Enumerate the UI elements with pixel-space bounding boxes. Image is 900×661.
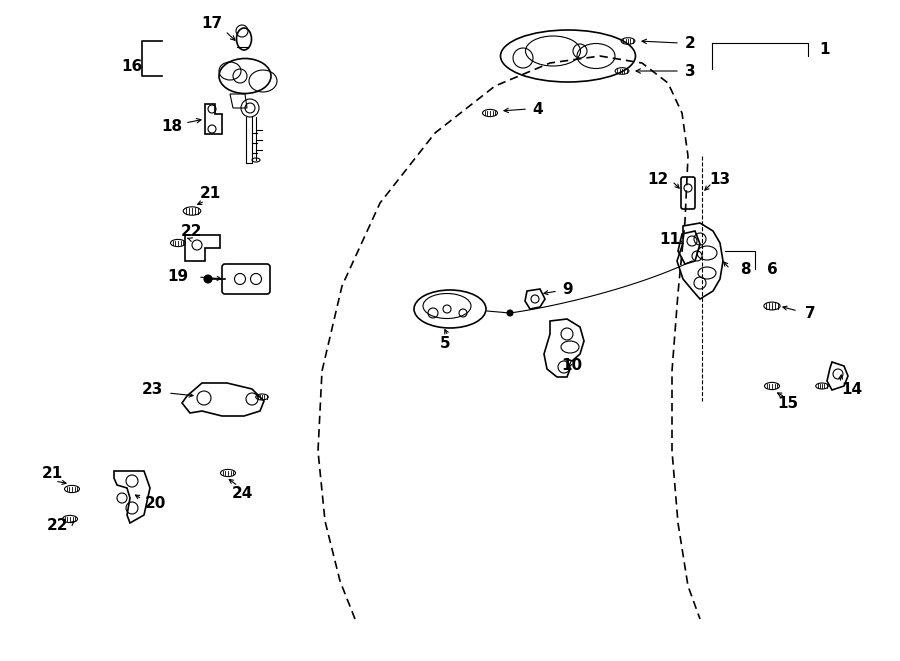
Text: 23: 23 [141, 381, 163, 397]
Text: 5: 5 [440, 336, 450, 350]
Text: 21: 21 [41, 465, 63, 481]
Text: 15: 15 [778, 395, 798, 410]
Circle shape [507, 310, 513, 316]
Text: 24: 24 [231, 485, 253, 500]
Text: 8: 8 [740, 262, 751, 276]
Text: 2: 2 [685, 36, 696, 50]
Text: 20: 20 [144, 496, 166, 510]
Text: 14: 14 [842, 381, 862, 397]
Text: 12: 12 [647, 171, 669, 186]
Text: 17: 17 [202, 15, 222, 30]
Text: 4: 4 [533, 102, 544, 116]
Text: 13: 13 [709, 171, 731, 186]
Text: 7: 7 [805, 305, 815, 321]
Text: 11: 11 [660, 231, 680, 247]
Text: 22: 22 [181, 223, 202, 239]
Text: 21: 21 [200, 186, 220, 200]
Text: 9: 9 [562, 282, 573, 297]
Text: 22: 22 [47, 518, 68, 533]
Text: 3: 3 [685, 63, 696, 79]
Circle shape [204, 275, 212, 283]
Text: 6: 6 [767, 262, 778, 276]
Text: 16: 16 [122, 59, 142, 73]
Text: 10: 10 [562, 358, 582, 373]
Text: 18: 18 [161, 118, 183, 134]
Text: 1: 1 [820, 42, 830, 56]
Text: 19: 19 [167, 268, 189, 284]
